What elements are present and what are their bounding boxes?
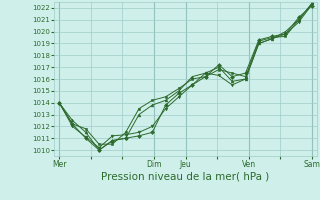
X-axis label: Pression niveau de la mer( hPa ): Pression niveau de la mer( hPa ) (101, 172, 270, 182)
